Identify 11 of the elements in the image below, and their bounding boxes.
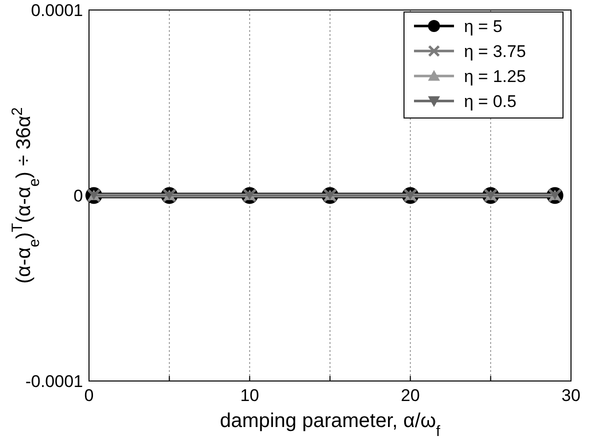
y-tick-label: 0.0001 bbox=[31, 1, 83, 20]
x-axis-title: damping parameter, α/ω$_{f}$ bbox=[220, 410, 441, 440]
y-tick-label: -0.0001 bbox=[25, 372, 83, 391]
legend-label: η = 1.25 bbox=[464, 67, 526, 86]
legend-label: η = 5 bbox=[464, 17, 502, 36]
y-tick-label: 0 bbox=[74, 186, 83, 206]
x-tick-label: 20 bbox=[400, 386, 420, 405]
legend-label: η = 0.5 bbox=[464, 92, 516, 111]
x-tick-label: 10 bbox=[240, 386, 260, 405]
x-tick-label: 30 bbox=[562, 386, 580, 405]
legend-label: η = 3.75 bbox=[464, 42, 526, 61]
